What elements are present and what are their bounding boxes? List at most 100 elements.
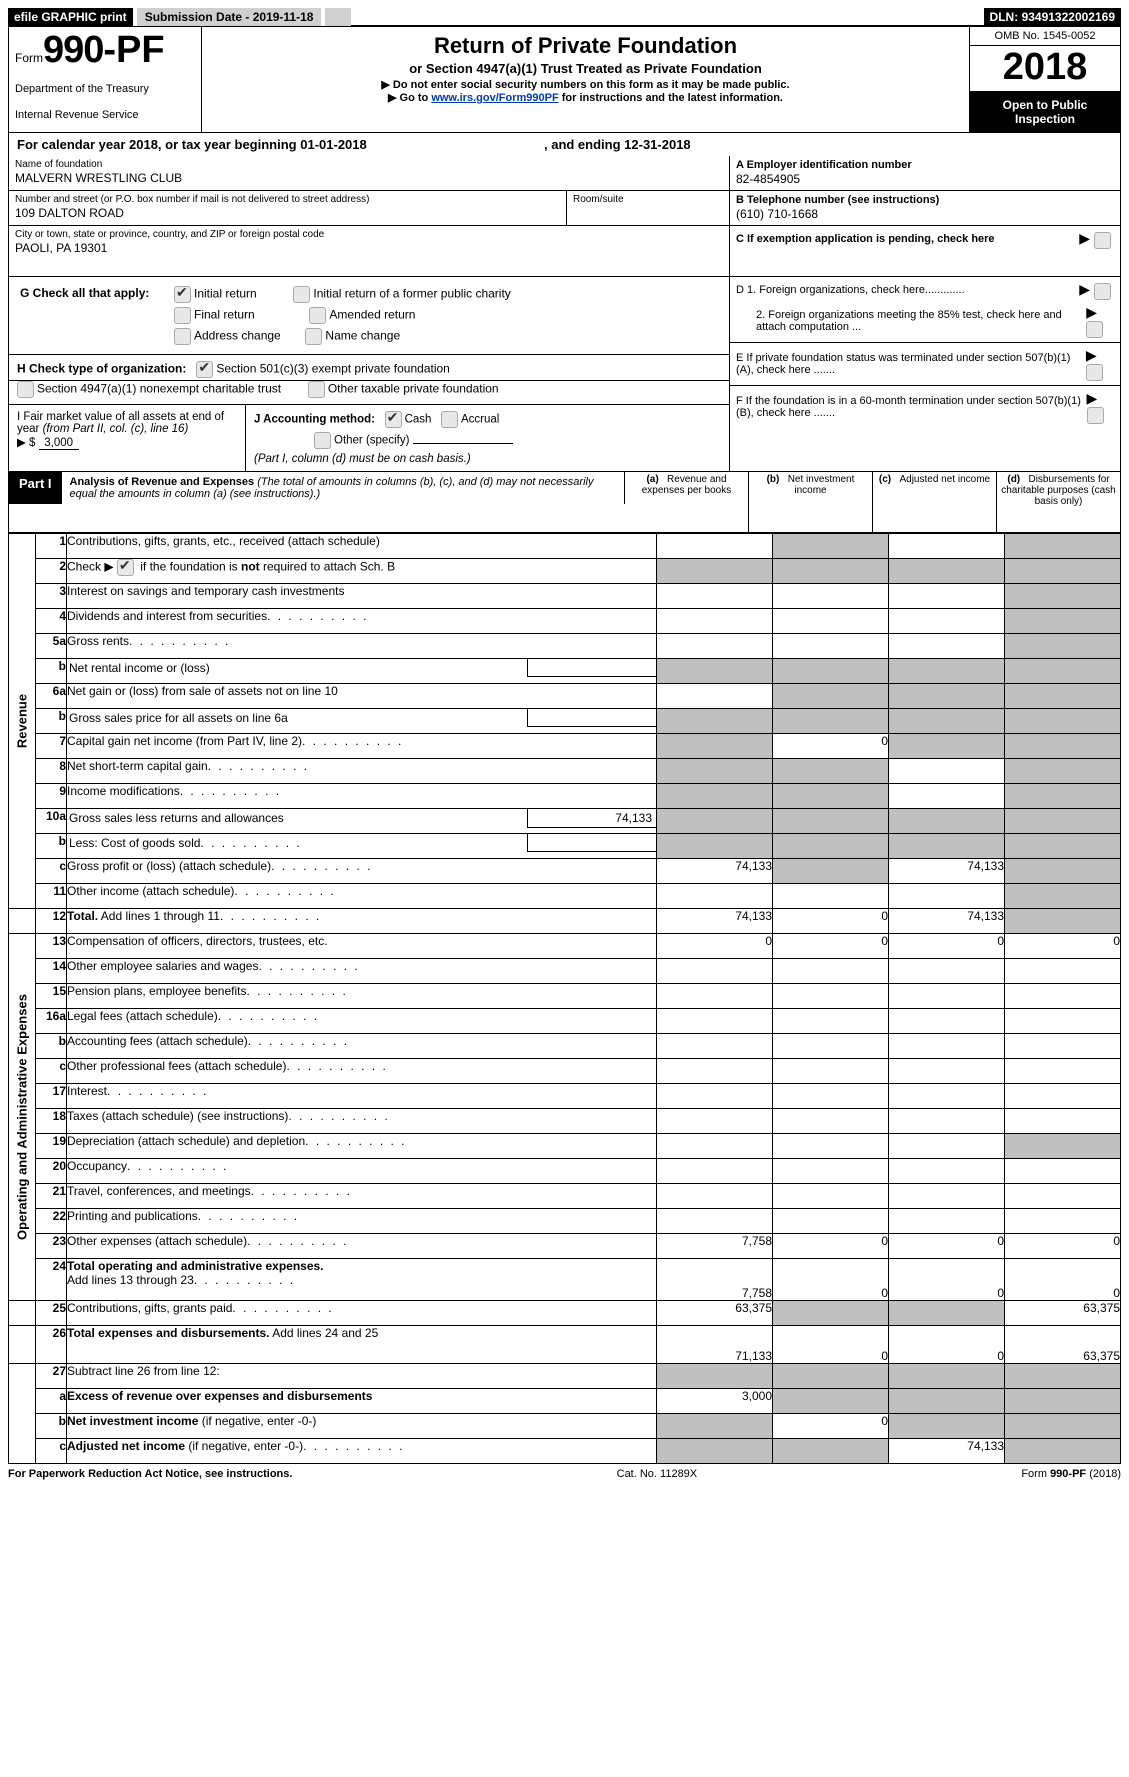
street-label: Number and street (or P.O. box number if… bbox=[15, 194, 560, 205]
street-value: 109 DALTON ROAD bbox=[15, 206, 560, 220]
foundation-name-cell: Name of foundation MALVERN WRESTLING CLU… bbox=[9, 156, 729, 191]
label-other-tax: Other taxable private foundation bbox=[328, 382, 499, 396]
checkbox-address[interactable] bbox=[174, 328, 191, 345]
row-5a: 5a Gross rents bbox=[9, 634, 1121, 659]
checkbox-sch-b[interactable] bbox=[117, 559, 134, 576]
l10a-inp: 74,133 bbox=[527, 809, 656, 828]
row-12: 12 Total. Add lines 1 through 11 74,1330… bbox=[9, 909, 1121, 934]
dln-label: DLN: bbox=[990, 10, 1019, 24]
l12-a: 74,133 bbox=[657, 909, 773, 934]
l12-b: 0 bbox=[773, 909, 889, 934]
tel-value: (610) 710-1668 bbox=[736, 207, 1114, 221]
checkbox-d1[interactable] bbox=[1094, 283, 1111, 300]
checkbox-initial-return[interactable] bbox=[174, 286, 191, 303]
row-23: 23Other expenses (attach schedule) 7,758… bbox=[9, 1234, 1121, 1259]
row-10c: c Gross profit or (loss) (attach schedul… bbox=[9, 859, 1121, 884]
row-16a: 16aLegal fees (attach schedule) bbox=[9, 1009, 1121, 1034]
header-mid: Return of Private Foundation or Section … bbox=[202, 27, 970, 132]
row-6b: b Gross sales price for all assets on li… bbox=[9, 709, 1121, 734]
label-4947: Section 4947(a)(1) nonexempt charitable … bbox=[37, 382, 281, 396]
row-25: 25Contributions, gifts, grants paid 63,3… bbox=[9, 1301, 1121, 1326]
tel-cell: B Telephone number (see instructions) (6… bbox=[730, 191, 1120, 226]
form-header: Form990-PF Department of the Treasury In… bbox=[8, 26, 1121, 133]
checkbox-4947[interactable] bbox=[17, 381, 34, 398]
form-warning: ▶ Do not enter social security numbers o… bbox=[206, 78, 965, 91]
f-cell: F If the foundation is in a 60-month ter… bbox=[730, 386, 1120, 428]
row-8: 8 Net short-term capital gain bbox=[9, 759, 1121, 784]
section-g: G Check all that apply: Initial return I… bbox=[9, 277, 729, 355]
side-revenue: Revenue bbox=[15, 694, 30, 748]
form-link-line: ▶ Go to www.irs.gov/Form990PF for instru… bbox=[206, 91, 965, 104]
e-label: E If private foundation status was termi… bbox=[736, 352, 1086, 376]
part-i-table: Revenue 1 Contributions, gifts, grants, … bbox=[8, 533, 1121, 1464]
checkbox-other-tax[interactable] bbox=[308, 381, 325, 398]
d2-label: 2. Foreign organizations meeting the 85%… bbox=[736, 309, 1086, 333]
city-cell: City or town, state or province, country… bbox=[9, 226, 729, 276]
checkbox-final[interactable] bbox=[174, 307, 191, 324]
col-b-header: Net investment income bbox=[788, 474, 855, 496]
row-24: 24 Total operating and administrative ex… bbox=[9, 1259, 1121, 1301]
g-label: G Check all that apply: bbox=[20, 286, 149, 300]
page-footer: For Paperwork Reduction Act Notice, see … bbox=[8, 1464, 1121, 1480]
row-6a: 6a Net gain or (loss) from sale of asset… bbox=[9, 684, 1121, 709]
c-label: C If exemption application is pending, c… bbox=[736, 233, 995, 245]
section-j: J Accounting method: Cash Accrual Other … bbox=[245, 405, 729, 471]
section-h-row2: Section 4947(a)(1) nonexempt charitable … bbox=[9, 381, 729, 405]
year-end: 12-31-2018 bbox=[624, 137, 691, 152]
form-word: Form bbox=[15, 51, 43, 65]
i-value: 3,000 bbox=[39, 437, 79, 450]
ein-cell: A Employer identification number 82-4854… bbox=[730, 156, 1120, 191]
checkbox-amended[interactable] bbox=[309, 307, 326, 324]
checkbox-f[interactable] bbox=[1087, 407, 1104, 424]
c-cell: C If exemption application is pending, c… bbox=[730, 226, 1120, 253]
tax-year: 2018 bbox=[970, 46, 1120, 92]
row-27a: aExcess of revenue over expenses and dis… bbox=[9, 1389, 1121, 1414]
footer-cat: Cat. No. 11289X bbox=[617, 1468, 698, 1480]
side-expenses: Operating and Administrative Expenses bbox=[15, 994, 30, 1240]
form-subtitle: or Section 4947(a)(1) Trust Treated as P… bbox=[206, 61, 965, 76]
top-bar: efile GRAPHIC print Submission Date - 20… bbox=[8, 8, 1121, 26]
e-cell: E If private foundation status was termi… bbox=[730, 343, 1120, 386]
row-2: 2 Check ▶ if the foundation is not requi… bbox=[9, 559, 1121, 584]
row-15: 15Pension plans, employee benefits bbox=[9, 984, 1121, 1009]
checkbox-initial-former[interactable] bbox=[293, 286, 310, 303]
checkbox-c[interactable] bbox=[1094, 232, 1111, 249]
room-label: Room/suite bbox=[573, 194, 723, 205]
dln-box: DLN: 93491322002169 bbox=[984, 8, 1121, 26]
label-address: Address change bbox=[194, 329, 281, 343]
row-11: 11 Other income (attach schedule) bbox=[9, 884, 1121, 909]
row-4: 4 Dividends and interest from securities bbox=[9, 609, 1121, 634]
row-16b: bAccounting fees (attach schedule) bbox=[9, 1034, 1121, 1059]
open-to-public: Open to Public Inspection bbox=[970, 92, 1120, 132]
part-i-label: Part I bbox=[9, 472, 62, 504]
j-note: (Part I, column (d) must be on cash basi… bbox=[254, 453, 471, 465]
room-cell: Room/suite bbox=[567, 191, 729, 226]
form-num-pf: -PF bbox=[103, 29, 164, 71]
row-3: 3 Interest on savings and temporary cash… bbox=[9, 584, 1121, 609]
checkbox-other-method[interactable] bbox=[314, 432, 331, 449]
row-27b: bNet investment income (if negative, ent… bbox=[9, 1414, 1121, 1439]
year-begin: 01-01-2018 bbox=[300, 137, 367, 152]
label-initial-former: Initial return of a former public charit… bbox=[313, 287, 510, 301]
checkbox-name[interactable] bbox=[305, 328, 322, 345]
submission-date: 2019-11-18 bbox=[253, 10, 314, 24]
header-right: OMB No. 1545-0052 2018 Open to Public In… bbox=[970, 27, 1120, 132]
row-20: 20Occupancy bbox=[9, 1159, 1121, 1184]
checkbox-cash[interactable] bbox=[385, 411, 402, 428]
header-left: Form990-PF Department of the Treasury In… bbox=[9, 27, 202, 132]
dept-irs: Internal Revenue Service bbox=[15, 109, 195, 121]
label-cash: Cash bbox=[405, 414, 432, 426]
checkbox-d2[interactable] bbox=[1086, 321, 1103, 338]
irs-link[interactable]: www.irs.gov/Form990PF bbox=[431, 92, 558, 104]
checkbox-501c3[interactable] bbox=[196, 361, 213, 378]
row-10a: 10a Gross sales less returns and allowan… bbox=[9, 809, 1121, 834]
row-9: 9 Income modifications bbox=[9, 784, 1121, 809]
l10c-c: 74,133 bbox=[889, 859, 1005, 884]
l7-b: 0 bbox=[773, 734, 889, 759]
row-21: 21Travel, conferences, and meetings bbox=[9, 1184, 1121, 1209]
row-27: 27Subtract line 26 from line 12: bbox=[9, 1364, 1121, 1389]
checkbox-e[interactable] bbox=[1086, 364, 1103, 381]
row-1: Revenue 1 Contributions, gifts, grants, … bbox=[9, 534, 1121, 559]
footer-right: Form 990-PF (2018) bbox=[1021, 1468, 1121, 1480]
checkbox-accrual[interactable] bbox=[441, 411, 458, 428]
